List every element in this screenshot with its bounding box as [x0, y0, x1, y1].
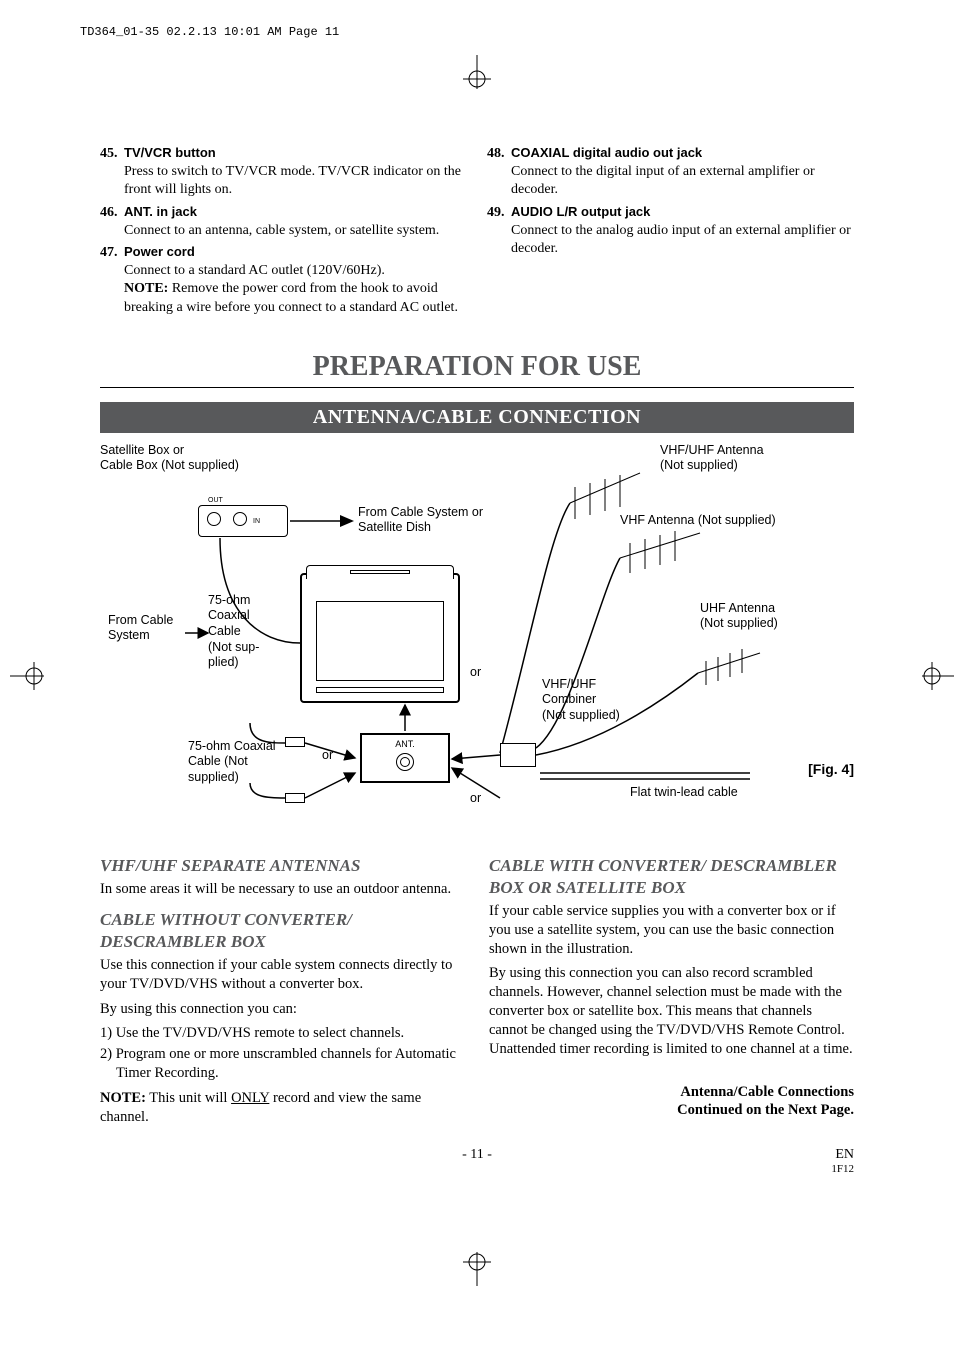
- item-text: Connect to the digital input of an exter…: [511, 164, 815, 197]
- figure-label: [Fig. 4]: [808, 761, 854, 779]
- section-paragraph: Use this connection if your cable system…: [100, 956, 465, 994]
- item-number: 46.: [100, 204, 124, 240]
- coax-jack-icon: [396, 753, 414, 771]
- sat-in-label: IN: [253, 518, 260, 527]
- item-47: 47. Power cord Connect to a standard AC …: [100, 244, 467, 317]
- page-footer: - 11 - EN 1F12: [100, 1147, 854, 1163]
- label-or-2: or: [470, 665, 481, 681]
- item-number: 47.: [100, 244, 124, 317]
- item-45: 45. TV/VCR button Press to switch to TV/…: [100, 145, 467, 200]
- note-pre: This unit will: [146, 1090, 231, 1106]
- section-list-item: 2) Program one or more unscrambled chann…: [100, 1045, 465, 1083]
- section-paragraph: In some areas it will be necessary to us…: [100, 880, 465, 899]
- item-49: 49. AUDIO L/R output jack Connect to the…: [487, 204, 854, 259]
- note-label: NOTE:: [124, 281, 168, 296]
- label-combiner: VHF/UHF Combiner (Not supplied): [542, 677, 620, 724]
- text-left-col: VHF/UHF SEPARATE ANTENNAS In some areas …: [100, 855, 465, 1133]
- crop-mark-bottom: [457, 1250, 497, 1286]
- section-paragraph: By using this connection you can also re…: [489, 964, 854, 1058]
- numbered-items: 45. TV/VCR button Press to switch to TV/…: [100, 145, 854, 321]
- label-or-1: or: [322, 748, 333, 764]
- connection-diagram: Satellite Box or Cable Box (Not supplied…: [100, 443, 854, 843]
- item-title: TV/VCR button: [124, 145, 216, 160]
- continued-line-1: Antenna/Cable Connections: [489, 1083, 854, 1102]
- doc-code: 1F12: [831, 1163, 854, 1175]
- ant-label: ANT.: [362, 739, 448, 750]
- item-text: Connect to the analog audio input of an …: [511, 223, 851, 256]
- crop-mark-left: [10, 656, 46, 696]
- tv-unit: [300, 573, 460, 703]
- section-bar-heading: ANTENNA/CABLE CONNECTION: [100, 402, 854, 433]
- item-48: 48. COAXIAL digital audio out jack Conne…: [487, 145, 854, 200]
- note-text: Remove the power cord from the hook to a…: [124, 281, 458, 314]
- label-from-cable-sat: From Cable System or Satellite Dish: [358, 505, 483, 536]
- label-vhfuhf-antenna: VHF/UHF Antenna (Not supplied): [660, 443, 764, 474]
- combiner-box: [500, 743, 536, 767]
- coax-plug-icon: [285, 737, 305, 747]
- label-satbox: Satellite Box or Cable Box (Not supplied…: [100, 443, 239, 474]
- label-vhf-antenna: VHF Antenna (Not supplied): [620, 513, 776, 529]
- item-text: Press to switch to TV/VCR mode. TV/VCR i…: [124, 164, 461, 197]
- text-right-col: CABLE WITH CONVERTER/ DESCRAMBLER BOX OR…: [489, 855, 854, 1133]
- section-heading: CABLE WITHOUT CONVERTER/ DESCRAMBLER BOX: [100, 909, 465, 953]
- lang-code: EN: [835, 1147, 854, 1163]
- label-uhf-antenna: UHF Antenna (Not supplied): [700, 601, 778, 632]
- page-number: - 11 -: [100, 1147, 854, 1163]
- note-label: NOTE:: [100, 1090, 146, 1106]
- item-title: COAXIAL digital audio out jack: [511, 145, 702, 160]
- note-underlined: ONLY: [231, 1090, 269, 1106]
- sat-out-label: OUT: [208, 497, 223, 506]
- item-number: 48.: [487, 145, 511, 200]
- label-or-3: or: [470, 791, 481, 807]
- section-paragraph: If your cable service supplies you with …: [489, 902, 854, 959]
- item-title: ANT. in jack: [124, 204, 197, 219]
- label-coax-2: 75-ohm Coaxial Cable (Not supplied): [188, 739, 276, 786]
- item-text: Connect to a standard AC outlet (120V/60…: [124, 263, 385, 278]
- items-left-col: 45. TV/VCR button Press to switch to TV/…: [100, 145, 467, 321]
- section-heading: VHF/UHF SEPARATE ANTENNAS: [100, 855, 465, 877]
- label-from-cable-system: From Cable System: [108, 613, 173, 644]
- ant-jack-box: ANT.: [360, 733, 450, 783]
- item-number: 49.: [487, 204, 511, 259]
- item-text: Connect to an antenna, cable system, or …: [124, 223, 439, 238]
- section-heading: CABLE WITH CONVERTER/ DESCRAMBLER BOX OR…: [489, 855, 854, 899]
- coax-plug-icon: [285, 793, 305, 803]
- item-46: 46. ANT. in jack Connect to an antenna, …: [100, 204, 467, 240]
- item-number: 45.: [100, 145, 124, 200]
- section-note: NOTE: This unit will ONLY record and vie…: [100, 1089, 465, 1127]
- label-flat-twin: Flat twin-lead cable: [630, 785, 738, 801]
- satellite-box: OUT IN: [198, 505, 288, 537]
- crop-mark-right: [920, 656, 954, 696]
- items-right-col: 48. COAXIAL digital audio out jack Conne…: [487, 145, 854, 321]
- text-sections: VHF/UHF SEPARATE ANTENNAS In some areas …: [100, 855, 854, 1133]
- section-list-item: 1) Use the TV/DVD/VHS remote to select c…: [100, 1024, 465, 1043]
- page-content: 45. TV/VCR button Press to switch to TV/…: [100, 60, 854, 1163]
- item-title: Power cord: [124, 244, 195, 259]
- label-coax-1: 75-ohm Coaxial Cable (Not sup- plied): [208, 593, 259, 671]
- continued-line-2: Continued on the Next Page.: [489, 1101, 854, 1120]
- main-heading: PREPARATION FOR USE: [100, 351, 854, 388]
- item-title: AUDIO L/R output jack: [511, 204, 650, 219]
- section-paragraph: By using this connection you can:: [100, 1000, 465, 1019]
- continued-note: Antenna/Cable Connections Continued on t…: [489, 1083, 854, 1121]
- crop-header-text: TD364_01-35 02.2.13 10:01 AM Page 11: [80, 25, 339, 39]
